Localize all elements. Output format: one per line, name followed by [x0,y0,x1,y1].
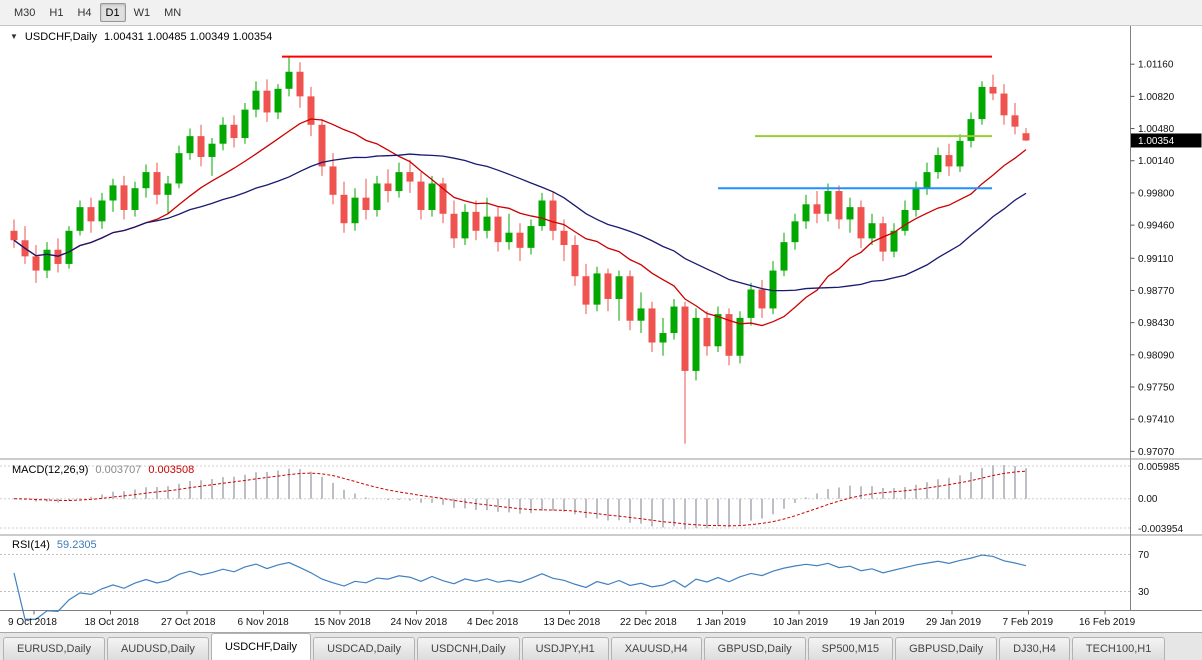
timeframe-button-m30[interactable]: M30 [14,6,36,19]
chart-symbol-label: USDCHF,Daily [24,31,98,43]
svg-text:30: 30 [1138,587,1150,598]
chart-collapse-icon[interactable]: ▼ [10,32,18,41]
chart-tab-sp500-m15[interactable]: SP500,M15 [807,637,894,660]
svg-text:27 Oct 2018: 27 Oct 2018 [161,617,216,628]
timeframe-button-w1[interactable]: W1 [133,6,151,19]
chart-tab-usdcad-daily[interactable]: USDCAD,Daily [313,637,416,660]
timeframe-button-mn[interactable]: MN [164,6,182,19]
timeframe-button-h4[interactable]: H4 [77,6,92,19]
chart-tab-audusd-daily[interactable]: AUDUSD,Daily [106,637,209,660]
macd-histogram [24,465,1027,530]
svg-text:18 Oct 2018: 18 Oct 2018 [85,617,140,628]
macd-name: MACD(12,26,9) [12,464,89,476]
timeframe-button-h1[interactable]: H1 [49,6,64,19]
current-price-badge [1131,133,1202,148]
svg-text:0.98770: 0.98770 [1138,286,1175,297]
chart-window[interactable]: 1.01160 1.00820 1.00480 1.00140 0.99800 0.994… [0,26,1202,632]
timeframe-toolbar: M30 H1 H4 D1 W1 MN [0,0,1202,26]
svg-text:16 Feb 2019: 16 Feb 2019 [1079,617,1136,628]
svg-text:0.99460: 0.99460 [1138,221,1175,232]
svg-text:70: 70 [1138,550,1150,561]
svg-text:1.00480: 1.00480 [1138,124,1175,135]
svg-text:24 Nov 2018: 24 Nov 2018 [391,617,448,628]
rsi-name: RSI(14) [12,539,50,551]
macd-indicator-label: MACD(12,26,9) 0.003707 0.003508 [12,464,194,476]
svg-text:0.97070: 0.97070 [1138,447,1175,458]
rsi-value: 59.2305 [56,539,97,551]
svg-text:29 Jan 2019: 29 Jan 2019 [926,617,981,628]
svg-text:6 Nov 2018: 6 Nov 2018 [238,617,290,628]
svg-text:1.01160: 1.01160 [1138,60,1174,71]
chart-tab-xauusd-h4[interactable]: XAUUSD,H4 [610,637,702,660]
ma-fast-red-line [13,118,1027,327]
chart-tab-eurusd-daily[interactable]: EURUSD,Daily [3,637,105,660]
ma-slow-navy-line [13,153,1027,292]
svg-text:13 Dec 2018: 13 Dec 2018 [544,617,601,628]
chart-tab-gbpusd-daily[interactable]: GBPUSD,Daily [703,637,806,660]
chart-tab-tech100-h1[interactable]: TECH100,H1 [1071,637,1166,660]
chart-tab-gbpusd-daily[interactable]: GBPUSD,Daily [895,637,998,660]
svg-text:10 Jan 2019: 10 Jan 2019 [773,617,828,628]
chart-tab-dj30-h4[interactable]: DJ30,H4 [999,637,1070,660]
svg-text:1.00354: 1.00354 [1138,136,1175,147]
svg-text:-0.003954: -0.003954 [1138,524,1183,535]
chart-tab-usdjpy-h1[interactable]: USDJPY,H1 [521,637,609,660]
chart-ohlc-values: 1.00431 1.00485 1.00349 1.00354 [104,31,273,43]
svg-text:1 Jan 2019: 1 Jan 2019 [697,617,747,628]
svg-text:0.00: 0.00 [1138,494,1158,505]
chart-title-overlay: ▼ USDCHF,Daily 1.00431 1.00485 1.00349 1… [10,31,272,43]
chart-tab-usdcnh-daily[interactable]: USDCNH,Daily [417,637,520,660]
svg-text:19 Jan 2019: 19 Jan 2019 [850,617,905,628]
svg-text:0.98430: 0.98430 [1138,318,1175,329]
svg-text:4 Dec 2018: 4 Dec 2018 [467,617,519,628]
timeframe-button-d1[interactable]: D1 [99,3,126,22]
svg-text:1.00140: 1.00140 [1138,156,1175,167]
svg-text:0.99110: 0.99110 [1138,254,1174,265]
macd-signal-value: 0.003508 [148,464,195,476]
svg-text:0.97750: 0.97750 [1138,383,1175,394]
macd-main-value: 0.003707 [95,464,142,476]
macd-signal-line [13,470,1027,527]
svg-text:0.98090: 0.98090 [1138,350,1175,361]
chart-tab-usdchf-daily[interactable]: USDCHF,Daily [210,633,312,660]
rsi-line [13,554,1027,620]
chart-canvas[interactable]: 1.01160 1.00820 1.00480 1.00140 0.99800 0.994… [0,26,1202,632]
svg-text:9 Oct 2018: 9 Oct 2018 [8,617,57,628]
svg-text:0.005985: 0.005985 [1138,462,1180,473]
svg-text:1.00820: 1.00820 [1138,92,1175,103]
candles-layer [10,56,1030,444]
svg-text:0.97410: 0.97410 [1138,415,1175,426]
rsi-indicator-label: RSI(14) 59.2305 [12,539,97,551]
svg-text:0.99800: 0.99800 [1138,188,1175,199]
chart-tab-bar: EURUSD,Daily AUDUSD,Daily USDCHF,Daily USDC… [0,632,1202,660]
svg-text:22 Dec 2018: 22 Dec 2018 [620,617,677,628]
svg-text:15 Nov 2018: 15 Nov 2018 [314,617,371,628]
svg-text:7 Feb 2019: 7 Feb 2019 [1003,617,1054,628]
